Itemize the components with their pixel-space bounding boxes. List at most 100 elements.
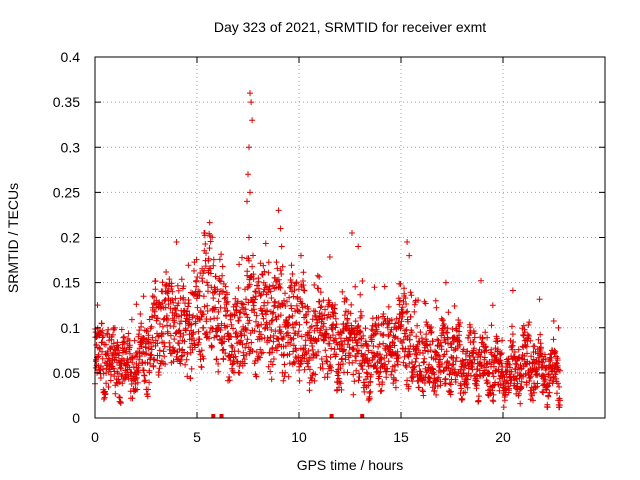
data-point bbox=[435, 352, 442, 359]
data-point bbox=[99, 366, 106, 373]
data-point bbox=[467, 324, 474, 331]
data-point bbox=[269, 310, 276, 317]
data-point bbox=[184, 373, 191, 380]
y-tick-label: 0.35 bbox=[53, 94, 80, 110]
data-point bbox=[250, 252, 256, 259]
data-point bbox=[162, 296, 169, 303]
data-point bbox=[273, 347, 280, 354]
data-point bbox=[124, 355, 131, 362]
data-point bbox=[490, 398, 497, 405]
data-point bbox=[219, 272, 226, 279]
data-point bbox=[368, 371, 375, 378]
data-point bbox=[391, 334, 398, 341]
data-point bbox=[509, 342, 516, 349]
data-point bbox=[358, 312, 365, 319]
data-point bbox=[403, 309, 410, 316]
data-point bbox=[521, 329, 528, 336]
data-point bbox=[249, 117, 256, 124]
data-point bbox=[365, 382, 372, 389]
data-point bbox=[215, 368, 222, 375]
data-point bbox=[126, 337, 133, 344]
data-point bbox=[245, 171, 251, 178]
data-point bbox=[215, 308, 222, 315]
data-point bbox=[118, 326, 125, 333]
data-point bbox=[215, 360, 222, 367]
data-point bbox=[457, 319, 463, 326]
data-point bbox=[208, 343, 215, 350]
data-point bbox=[264, 324, 271, 331]
data-point bbox=[392, 384, 399, 391]
data-point bbox=[267, 368, 274, 375]
data-point bbox=[339, 355, 346, 362]
data-point bbox=[511, 349, 518, 355]
data-points bbox=[92, 90, 563, 411]
data-point bbox=[424, 342, 431, 349]
data-point bbox=[416, 362, 423, 369]
data-point bbox=[284, 298, 290, 305]
data-point bbox=[414, 322, 421, 329]
data-point bbox=[275, 207, 282, 214]
data-point bbox=[376, 373, 383, 380]
data-point bbox=[190, 337, 197, 344]
data-point bbox=[172, 295, 179, 302]
data-point bbox=[309, 346, 316, 353]
data-point bbox=[317, 327, 324, 334]
data-point bbox=[115, 344, 122, 351]
data-point bbox=[431, 387, 438, 394]
data-point bbox=[236, 261, 243, 268]
data-point bbox=[296, 321, 303, 328]
data-point bbox=[206, 335, 212, 342]
data-point bbox=[291, 360, 298, 367]
data-point bbox=[322, 347, 329, 354]
data-point bbox=[177, 360, 184, 367]
data-point bbox=[186, 311, 193, 318]
data-point bbox=[406, 252, 413, 259]
data-point bbox=[125, 330, 132, 337]
data-point bbox=[143, 350, 150, 357]
data-point bbox=[298, 252, 304, 259]
x-tick-label: 15 bbox=[393, 429, 409, 445]
data-point bbox=[380, 311, 387, 317]
data-point bbox=[434, 336, 441, 343]
data-point bbox=[550, 318, 557, 324]
data-point bbox=[243, 311, 250, 318]
data-point bbox=[134, 386, 141, 393]
data-point bbox=[185, 303, 191, 310]
data-point bbox=[327, 313, 334, 320]
data-point bbox=[244, 336, 251, 343]
data-point bbox=[306, 366, 313, 373]
data-point bbox=[216, 277, 223, 284]
data-point bbox=[406, 348, 413, 355]
data-point bbox=[549, 380, 556, 387]
data-point bbox=[354, 339, 361, 346]
data-point bbox=[428, 329, 434, 336]
data-point bbox=[219, 263, 226, 270]
data-point bbox=[553, 359, 560, 366]
data-point bbox=[289, 271, 296, 277]
data-point bbox=[266, 283, 273, 290]
data-point bbox=[156, 365, 163, 372]
data-point bbox=[262, 240, 269, 247]
data-point bbox=[478, 277, 484, 284]
data-point bbox=[141, 378, 148, 385]
data-point bbox=[193, 277, 200, 284]
data-point bbox=[160, 331, 166, 338]
data-point bbox=[515, 346, 522, 353]
data-point bbox=[351, 378, 358, 385]
data-point bbox=[285, 322, 292, 329]
data-point bbox=[240, 352, 247, 359]
data-point bbox=[438, 346, 445, 353]
data-point bbox=[117, 364, 124, 371]
data-point bbox=[288, 302, 294, 309]
data-point bbox=[290, 342, 297, 349]
data-point bbox=[355, 322, 362, 329]
data-point bbox=[290, 324, 297, 331]
data-point bbox=[320, 297, 327, 304]
data-point bbox=[314, 272, 321, 279]
data-point bbox=[194, 274, 201, 280]
data-point bbox=[184, 351, 191, 357]
data-point bbox=[322, 306, 328, 313]
data-point bbox=[281, 297, 287, 304]
data-point bbox=[281, 361, 288, 368]
data-point bbox=[278, 328, 285, 335]
